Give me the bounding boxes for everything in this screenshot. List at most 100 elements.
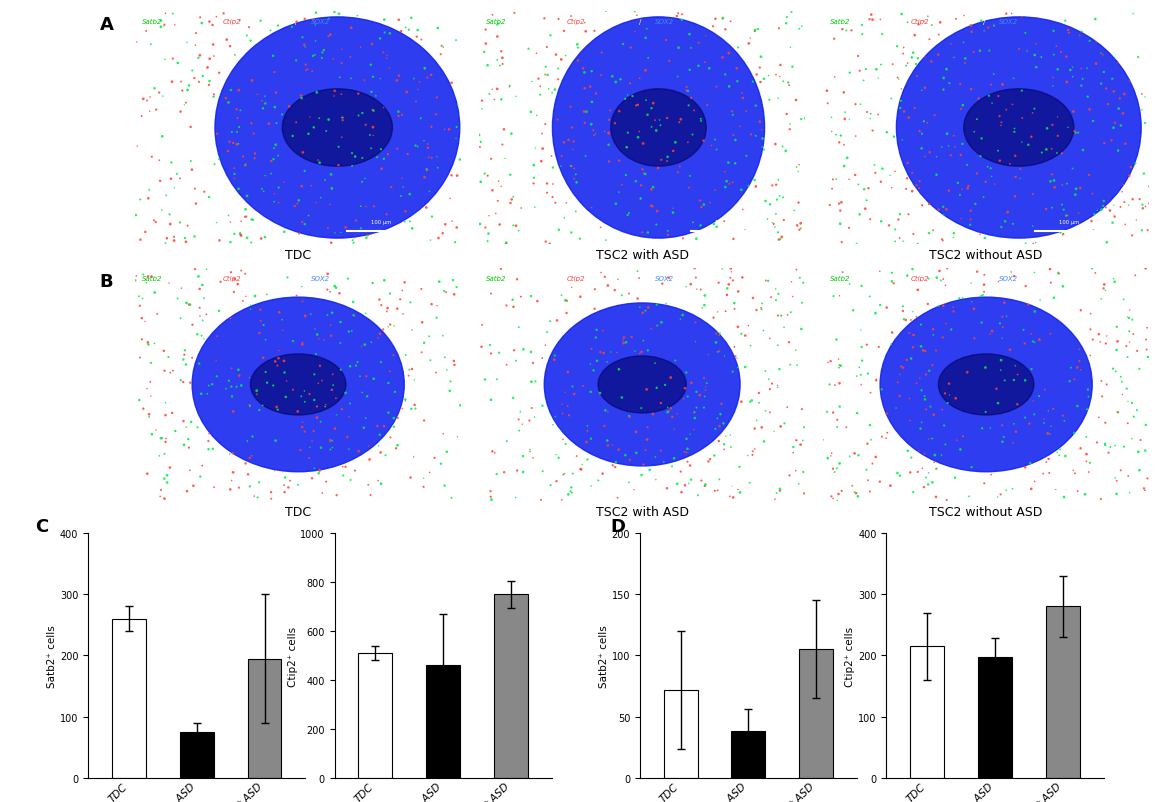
Point <box>675 446 694 459</box>
Point <box>166 19 184 32</box>
Point <box>992 119 1011 132</box>
Point <box>1095 137 1114 150</box>
Point <box>241 400 259 413</box>
Point <box>190 50 209 63</box>
Point <box>618 142 636 155</box>
Point <box>272 109 291 122</box>
Point <box>835 87 853 99</box>
Point <box>1079 466 1098 479</box>
Point <box>609 363 628 376</box>
Point <box>222 84 241 97</box>
Point <box>872 216 891 229</box>
Point <box>989 491 1007 504</box>
Point <box>251 315 270 328</box>
Point <box>791 439 810 452</box>
Ellipse shape <box>897 18 1141 239</box>
Point <box>1087 58 1106 71</box>
Point <box>772 231 791 244</box>
Point <box>1133 225 1152 237</box>
Point <box>684 105 703 118</box>
Point <box>1097 202 1115 215</box>
Point <box>574 380 593 393</box>
Point <box>612 74 630 87</box>
Point <box>893 305 912 318</box>
Point <box>619 90 637 103</box>
Point <box>319 114 338 127</box>
Point <box>324 91 343 103</box>
Point <box>594 325 613 338</box>
Point <box>241 452 259 464</box>
Point <box>1114 107 1133 120</box>
Point <box>829 488 848 501</box>
Point <box>1024 238 1043 251</box>
Point <box>548 63 567 75</box>
Point <box>850 65 869 78</box>
Point <box>268 359 286 372</box>
Point <box>427 300 446 313</box>
Text: Ctip2: Ctip2 <box>911 19 930 25</box>
Point <box>858 367 877 380</box>
Point <box>539 83 558 96</box>
Point <box>821 199 839 212</box>
Point <box>750 116 769 129</box>
Point <box>734 92 753 105</box>
Point <box>429 22 447 35</box>
Point <box>596 234 615 247</box>
Point <box>933 403 952 416</box>
Point <box>506 91 525 103</box>
Point <box>933 234 952 247</box>
Point <box>558 295 576 308</box>
Point <box>1093 391 1112 403</box>
Point <box>190 283 209 296</box>
Point <box>967 266 986 279</box>
Point <box>288 290 306 303</box>
Point <box>126 274 144 287</box>
Point <box>438 446 457 459</box>
Point <box>1100 205 1119 217</box>
Point <box>533 399 552 412</box>
Point <box>490 347 508 360</box>
Point <box>696 381 715 394</box>
Point <box>794 277 812 290</box>
Point <box>157 233 176 245</box>
Point <box>598 356 616 369</box>
Point <box>389 106 407 119</box>
Point <box>473 95 492 108</box>
Point <box>792 323 811 336</box>
Point <box>155 345 174 358</box>
Point <box>600 114 619 127</box>
Point <box>636 305 655 318</box>
Point <box>1078 63 1097 75</box>
Point <box>824 407 843 419</box>
Point <box>1097 285 1115 298</box>
Point <box>1080 169 1099 182</box>
Point <box>242 118 261 131</box>
Point <box>1135 117 1154 130</box>
Point <box>487 83 506 96</box>
Point <box>225 163 244 176</box>
Point <box>958 160 977 172</box>
Point <box>438 364 457 377</box>
Point <box>888 41 906 54</box>
Point <box>640 464 659 476</box>
Point <box>1073 144 1092 157</box>
Point <box>1024 335 1043 348</box>
Y-axis label: Satb2⁺ cells: Satb2⁺ cells <box>599 624 609 687</box>
Point <box>1131 193 1149 206</box>
Point <box>318 222 337 235</box>
Text: /: / <box>983 19 985 25</box>
Point <box>828 494 846 507</box>
Point <box>130 194 149 207</box>
Point <box>736 330 755 342</box>
Point <box>991 488 1010 501</box>
Point <box>935 84 953 97</box>
Point <box>1054 229 1073 241</box>
Point <box>1021 457 1040 470</box>
Point <box>236 268 255 281</box>
Point <box>385 386 404 399</box>
Point <box>527 110 546 123</box>
Point <box>299 210 318 223</box>
Point <box>302 180 321 192</box>
Point <box>130 300 149 313</box>
Point <box>163 53 182 66</box>
